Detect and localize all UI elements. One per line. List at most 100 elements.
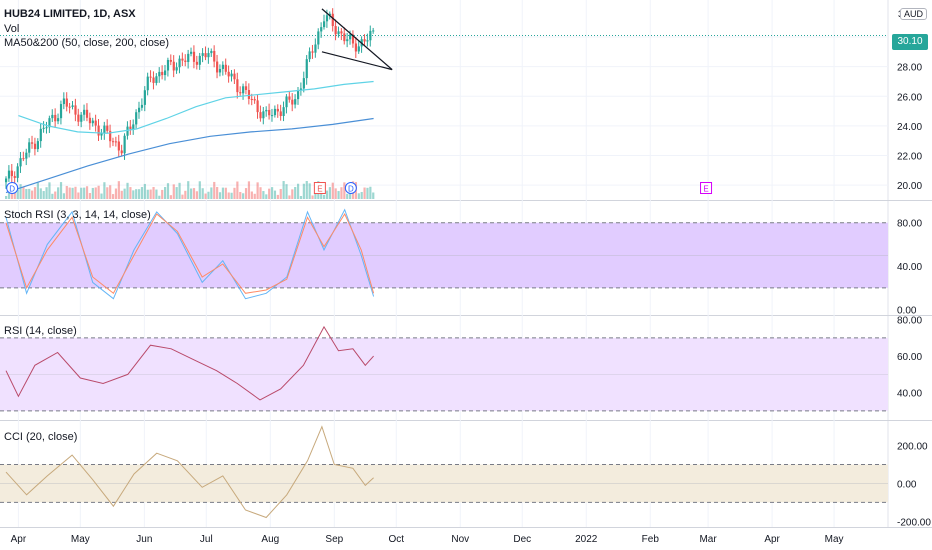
candle-body — [268, 109, 271, 116]
candle-body — [195, 61, 199, 65]
volume-bar — [39, 188, 42, 199]
candle-body — [236, 79, 239, 93]
stoch-d-line — [5, 212, 375, 295]
candle-body — [337, 31, 340, 35]
volume-bar — [111, 194, 115, 199]
volume-bar — [109, 185, 112, 199]
candle-body — [221, 64, 225, 69]
rsi-line — [5, 325, 374, 401]
volume-bar — [85, 186, 89, 199]
candle-body — [262, 111, 265, 119]
candle-body — [91, 120, 94, 124]
candle-body — [218, 68, 222, 73]
candle-body — [164, 70, 167, 76]
volume-bar — [207, 191, 210, 199]
ma50-line — [18, 80, 374, 134]
volume-bar — [103, 182, 106, 199]
dividend-marker — [344, 182, 357, 194]
volume-bar — [94, 187, 97, 199]
last-price-tag: 30.10 — [892, 34, 928, 50]
candle-body — [31, 142, 34, 144]
volume-bar — [305, 181, 308, 199]
indicator-tick-label: -200.00 — [897, 517, 931, 528]
candle-body — [288, 96, 291, 100]
volume-bar — [97, 185, 100, 199]
volume-bar — [279, 188, 282, 199]
candle-body — [317, 31, 320, 45]
candle-body — [132, 124, 135, 130]
candle-body — [294, 99, 297, 105]
volume-bar — [152, 187, 155, 199]
candle-body — [88, 117, 92, 124]
volume-bar — [51, 193, 54, 199]
volume-bar — [294, 187, 297, 199]
volume-bar — [126, 182, 129, 199]
currency-button[interactable]: AUD — [900, 8, 928, 20]
volume-bar — [360, 191, 363, 199]
candle-body — [181, 58, 184, 61]
volume-bar — [83, 187, 86, 199]
volume-bar — [302, 183, 305, 199]
candle-body — [265, 109, 268, 112]
volume-bar — [337, 191, 340, 199]
candle-body — [279, 111, 282, 117]
rsi-label: RSI (14, close) — [4, 325, 77, 337]
candle-body — [299, 88, 303, 90]
volume-bar — [59, 182, 63, 199]
candle-body — [5, 178, 8, 183]
volume-bar — [33, 187, 37, 199]
candle-body — [152, 77, 155, 83]
candle-body — [114, 141, 118, 143]
candle-body — [302, 78, 305, 89]
volume-bar — [201, 188, 204, 199]
volume-bar — [169, 195, 172, 199]
candle-body — [57, 118, 60, 122]
volume-label: Vol — [4, 23, 20, 35]
cci-label: CCI (20, close) — [4, 431, 78, 443]
candle-body — [354, 43, 358, 52]
volume-bar — [288, 195, 291, 199]
volume-bar — [340, 187, 343, 199]
candle-body — [74, 105, 77, 115]
candle-body — [363, 39, 366, 42]
candle-body — [349, 34, 352, 40]
candle-body — [346, 39, 349, 42]
volume-bar — [363, 187, 366, 199]
stoch-k-line — [5, 208, 375, 300]
candle-body — [109, 130, 112, 142]
candle-body — [276, 108, 279, 112]
candle-body — [169, 59, 172, 62]
indicator-tick-label: 40.00 — [897, 262, 922, 273]
candle-body — [190, 51, 193, 54]
indicator-tick-label: 60.00 — [897, 352, 922, 363]
candle-body — [175, 67, 178, 71]
candle-body — [323, 21, 326, 28]
candle-body — [247, 89, 251, 99]
trendline — [321, 8, 393, 71]
candle-body — [273, 108, 277, 116]
volume-bar — [224, 187, 227, 199]
candle-body — [62, 98, 66, 105]
indicator-tick-label: 0.00 — [897, 306, 917, 317]
volume-bar — [242, 193, 245, 199]
volume-bar — [88, 193, 92, 199]
volume-bar — [230, 192, 233, 199]
candle-body — [146, 76, 149, 91]
candle-body — [227, 71, 230, 77]
volume-bar — [45, 187, 48, 199]
volume-bar — [25, 188, 28, 199]
candle-body — [94, 120, 97, 126]
candle-body — [143, 90, 146, 105]
time-tick-label: Dec — [513, 534, 531, 545]
time-tick-label: Apr — [764, 534, 780, 545]
candle-body — [369, 30, 372, 41]
volume-bar — [129, 187, 132, 199]
candle-body — [140, 104, 144, 108]
volume-bar — [372, 192, 375, 199]
candle-body — [16, 166, 19, 178]
price-tick-label: 24.00 — [897, 122, 922, 133]
candle-body — [204, 53, 207, 58]
candle-body — [270, 115, 274, 117]
candle-body — [19, 158, 22, 167]
